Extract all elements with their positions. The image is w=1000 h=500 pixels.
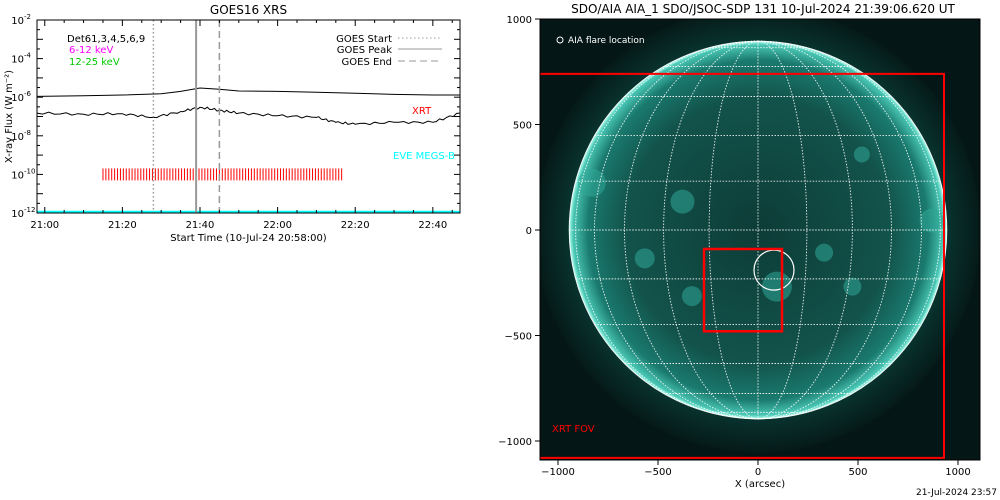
longitude-line xyxy=(757,40,892,420)
y-tick-label: 10 xyxy=(11,93,24,104)
instrument-label-eve: EVE MEGS-B xyxy=(393,151,455,162)
footer-timestamp: 21-Jul-2024 23:57 xyxy=(915,488,997,498)
y-tick-label: 10 xyxy=(11,55,24,66)
flare-subfield-box xyxy=(702,247,784,333)
active-region xyxy=(577,168,606,197)
active-region xyxy=(853,146,870,163)
y-tick-exponent: -12 xyxy=(24,206,35,214)
instrument-label-xrt: XRT xyxy=(412,106,432,117)
longitude-line xyxy=(757,40,922,420)
y-tick-exponent: -2 xyxy=(24,13,31,21)
x-axis-label: Start Time (10-Jul-24 20:58:00) xyxy=(170,233,327,244)
aia-x-tick-label: −500 xyxy=(644,467,671,478)
energy-label-low: 6-12 keV xyxy=(69,45,113,56)
legend-goes-start-label: GOES Start xyxy=(336,34,392,45)
x-tick-label: 22:20 xyxy=(341,220,370,231)
longitude-line xyxy=(575,40,759,420)
aia-y-tick-label: 0 xyxy=(526,226,532,237)
longitude-line xyxy=(757,40,808,420)
longitude-line xyxy=(757,40,941,420)
aia-image: XRT FOV AIA flare location xyxy=(540,19,980,460)
detectors-label: Det61,3,4,5,6,9 xyxy=(67,34,145,45)
aia-x-tick-label: 0 xyxy=(755,467,761,478)
active-region xyxy=(919,208,944,233)
legend-goes-end-label: GOES End xyxy=(342,57,392,68)
longitude-line xyxy=(594,40,759,420)
longitude-line xyxy=(624,40,759,420)
y-axis-label: X-ray Flux (W m⁻²) xyxy=(4,70,15,163)
solar-limb xyxy=(568,40,948,420)
active-region xyxy=(670,189,695,214)
goes-flux-line-low-energy xyxy=(36,87,460,97)
aia-y-tick-label: −1000 xyxy=(498,437,532,448)
aia-title: SDO/AIA AIA_1 SDO/JSOC-SDP 131 10-Jul-20… xyxy=(571,2,955,16)
aia-y-tick-label: −500 xyxy=(505,332,532,343)
y-tick-exponent: -4 xyxy=(24,52,32,60)
solar-disk xyxy=(569,41,947,419)
aia-y-tick-label: 1000 xyxy=(507,15,532,26)
y-tick-exponent: -8 xyxy=(24,129,31,137)
heliographic-grid xyxy=(569,40,947,420)
longitude-line xyxy=(663,40,759,420)
y-tick-label: 10 xyxy=(11,132,24,143)
legend-goes-peak-label: GOES Peak xyxy=(337,45,392,56)
active-region xyxy=(634,248,655,269)
y-tick-label: 10 xyxy=(11,16,24,27)
active-region xyxy=(843,277,862,296)
aia-y-tick-label: 500 xyxy=(513,121,532,132)
y-tick-label: 10 xyxy=(11,170,24,181)
active-region xyxy=(815,243,834,262)
y-tick-label: 10 xyxy=(11,209,24,220)
active-region xyxy=(761,271,792,302)
xrt-fov-box xyxy=(540,72,945,459)
y-tick-exponent: -6 xyxy=(24,90,32,98)
x-tick-label: 21:00 xyxy=(30,220,59,231)
active-region xyxy=(681,286,702,307)
aia-x-tick-label: −1000 xyxy=(541,467,575,478)
lightcurve-title: GOES16 XRS xyxy=(210,3,287,17)
x-tick-label: 22:00 xyxy=(263,220,292,231)
x-tick-label: 22:40 xyxy=(418,220,447,231)
x-tick-label: 21:40 xyxy=(186,220,215,231)
goes-flux-line-high-energy xyxy=(36,106,461,126)
y-tick-exponent: -10 xyxy=(24,167,35,175)
energy-label-high: 12-25 keV xyxy=(69,57,120,68)
flare-location-legend: AIA flare location xyxy=(568,36,645,46)
xrt-fov-label: XRT FOV xyxy=(552,424,595,435)
aia-x-axis-label: X (arcsec) xyxy=(735,479,785,490)
aia-x-tick-label: 500 xyxy=(848,467,867,478)
longitude-line xyxy=(757,40,853,420)
flare-location-legend-marker xyxy=(556,36,564,44)
longitude-line xyxy=(708,40,759,420)
x-tick-label: 21:20 xyxy=(108,220,137,231)
aia-frame xyxy=(539,18,981,461)
aia-x-tick-label: 1000 xyxy=(945,467,970,478)
